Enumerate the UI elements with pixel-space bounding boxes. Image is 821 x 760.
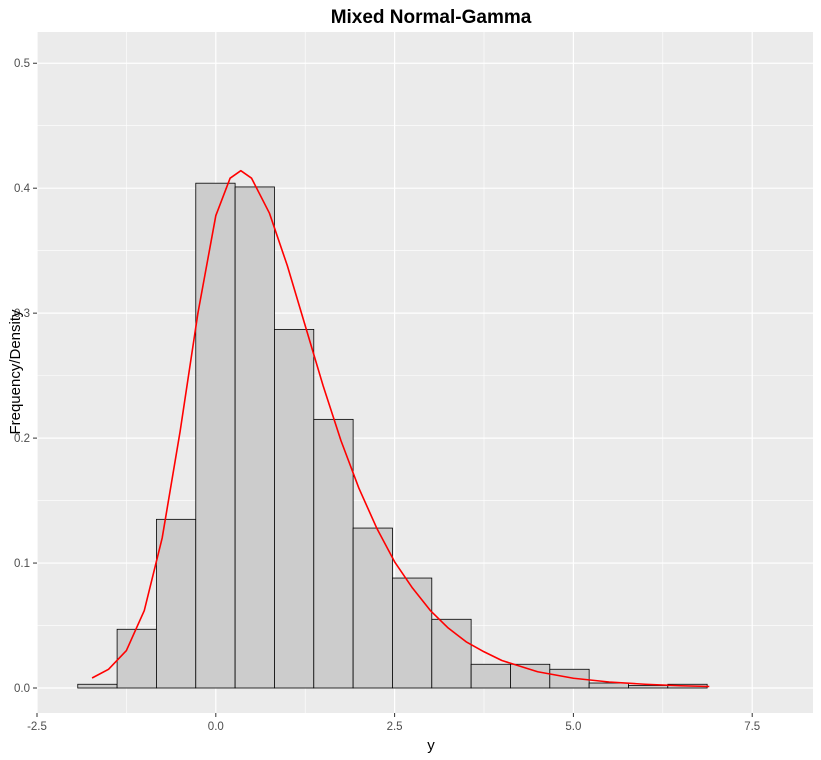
histogram-bar bbox=[274, 328, 315, 689]
y-tick-label: 0.4 bbox=[14, 183, 31, 195]
histogram-bar bbox=[116, 628, 157, 689]
x-tick-label: -2.5 bbox=[27, 721, 47, 733]
y-tick-label: 0.2 bbox=[14, 433, 30, 445]
y-axis: 0.0 0.1 0.2 0.3 0.4 0.5 bbox=[14, 58, 37, 695]
histogram-bar bbox=[628, 685, 669, 689]
chart-title: Mixed Normal-Gamma bbox=[331, 7, 532, 28]
x-axis: -2.5 0.0 2.5 5.0 7.5 bbox=[27, 713, 760, 733]
x-tick-label: 0.0 bbox=[208, 721, 224, 733]
histogram-bar bbox=[588, 682, 629, 689]
histogram-bar bbox=[234, 186, 275, 689]
histogram-bar bbox=[352, 527, 393, 689]
x-tick-label: 2.5 bbox=[387, 721, 403, 733]
density-curve bbox=[91, 169, 710, 688]
histogram-bar bbox=[470, 663, 511, 689]
x-tick-label: 5.0 bbox=[565, 721, 581, 733]
histogram-bar bbox=[77, 683, 118, 689]
y-tick-label: 0.1 bbox=[14, 558, 30, 570]
y-tick-label: 0.3 bbox=[14, 308, 30, 320]
x-axis-title: y bbox=[427, 737, 435, 754]
histogram-bars bbox=[77, 182, 708, 689]
histogram-bar bbox=[313, 418, 354, 689]
histogram-bar bbox=[392, 577, 433, 689]
y-tick-label: 0.5 bbox=[14, 58, 30, 70]
histogram-bar bbox=[156, 518, 197, 689]
y-tick-label: 0.0 bbox=[14, 683, 30, 695]
histogram-bar bbox=[510, 663, 551, 689]
histogram-bar bbox=[549, 668, 590, 689]
histogram-bar bbox=[195, 182, 236, 689]
x-tick-label: 7.5 bbox=[744, 721, 760, 733]
y-axis-title: Frequency/Density bbox=[7, 309, 24, 435]
